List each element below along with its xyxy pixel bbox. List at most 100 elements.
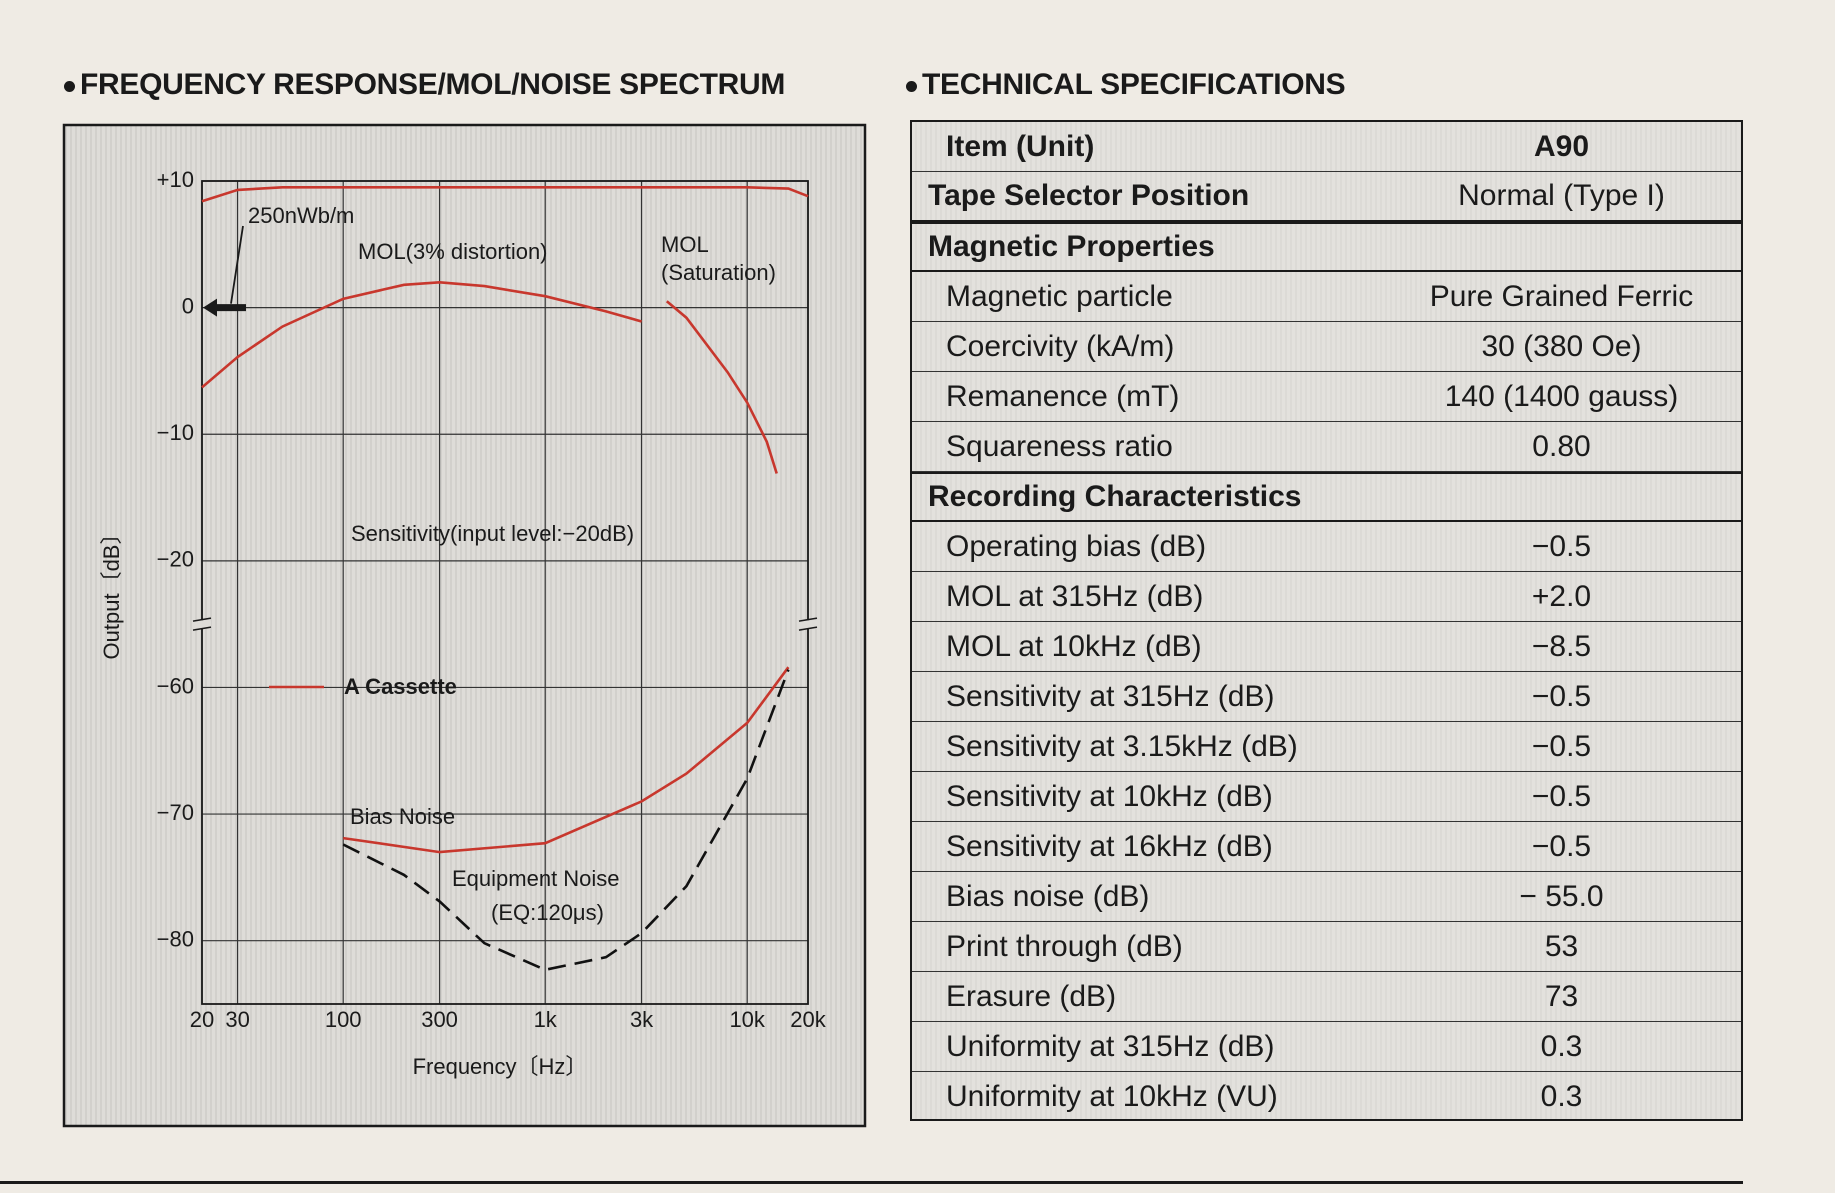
value-cell: −0.5 xyxy=(1531,529,1592,563)
y-tick-label: −80 xyxy=(157,927,194,952)
table-row: MOL at 10kHz (dB) −8.5 xyxy=(912,622,1741,672)
x-tick-label: 20k xyxy=(790,1007,826,1032)
item-cell: Remanence (mT) xyxy=(946,379,1180,413)
item-cell: MOL at 315Hz (dB) xyxy=(946,579,1204,613)
y-tick-label: −10 xyxy=(157,420,194,445)
legend-label: A Cassette xyxy=(344,674,457,699)
value-cell: −0.5 xyxy=(1531,779,1592,813)
axis-break xyxy=(192,617,212,622)
item-cell: Sensitivity at 10kHz (dB) xyxy=(946,779,1273,813)
table-row: Uniformity at 10kHz (VU) 0.3 xyxy=(912,1072,1741,1122)
item-cell: Uniformity at 315Hz (dB) xyxy=(946,1029,1275,1063)
table-header: Item (Unit) A90 xyxy=(912,122,1741,172)
series-line xyxy=(343,666,790,854)
value-cell: +2.0 xyxy=(1531,579,1592,613)
item-cell: Erasure (dB) xyxy=(946,979,1117,1013)
table-row: Operating bias (dB) −0.5 xyxy=(912,522,1741,572)
table-row: Bias noise (dB) − 55.0 xyxy=(912,872,1741,922)
section-row: Magnetic Properties xyxy=(912,222,1741,272)
table-row: Uniformity at 315Hz (dB) 0.3 xyxy=(912,1022,1741,1072)
item-cell: Bias noise (dB) xyxy=(946,879,1150,913)
series-label: (Saturation) xyxy=(661,260,776,285)
item-cell: Tape Selector Position xyxy=(928,179,1250,212)
item-cell: Sensitivity at 3.15kHz (dB) xyxy=(946,729,1298,763)
item-cell: Operating bias (dB) xyxy=(946,529,1207,563)
item-cell: Sensitivity at 16kHz (dB) xyxy=(946,829,1273,863)
item-cell: Recording Characteristics xyxy=(928,480,1302,513)
item-cell: Sensitivity at 315Hz (dB) xyxy=(946,679,1275,713)
table-row: Sensitivity at 315Hz (dB) −0.5 xyxy=(912,672,1741,722)
series-label: Equipment Noise xyxy=(452,866,620,891)
axis-break xyxy=(192,626,212,631)
rule xyxy=(0,1181,1743,1184)
table-row: Magnetic particle Pure Grained Ferric xyxy=(912,272,1741,322)
series-label: Bias Noise xyxy=(350,804,455,829)
value-cell: −0.5 xyxy=(1531,679,1592,713)
series-line xyxy=(201,280,642,389)
value-cell: − 55.0 xyxy=(1519,879,1604,913)
table-row: MOL at 315Hz (dB) +2.0 xyxy=(912,572,1741,622)
table-row: Remanence (mT) 140 (1400 gauss) xyxy=(912,372,1741,422)
reference-leader xyxy=(230,225,244,304)
item-cell: MOL at 10kHz (dB) xyxy=(946,629,1202,663)
table-row: Sensitivity at 10kHz (dB) −0.5 xyxy=(912,772,1741,822)
table-heading: TECHNICAL SPECIFICATIONS xyxy=(906,68,1346,102)
axis-break-gap xyxy=(799,620,817,629)
item-cell: Squareness ratio xyxy=(946,429,1173,463)
x-tick-label: 300 xyxy=(421,1007,458,1032)
x-tick-label: 30 xyxy=(225,1007,249,1032)
series-label: MOL xyxy=(661,232,709,257)
axis-break xyxy=(798,626,818,631)
value-cell: −8.5 xyxy=(1531,629,1592,663)
x-tick-label: 20 xyxy=(190,1007,214,1032)
x-axis-label: Frequency〔Hz〕 xyxy=(413,1054,588,1079)
x-tick-label: 10k xyxy=(729,1007,765,1032)
header-cell: A90 xyxy=(1533,129,1590,163)
value-cell: 0.3 xyxy=(1540,1029,1583,1063)
chart-heading: FREQUENCY RESPONSE/MOL/NOISE SPECTRUM xyxy=(64,68,785,102)
chart: +10 0 −10 −20 −60 −70 −80 20 30 100 300 1k 3k 10k 20k F… xyxy=(62,123,867,1128)
value-cell: 0.80 xyxy=(1532,429,1591,463)
series-line xyxy=(665,300,778,474)
reference-arrowhead xyxy=(203,298,217,317)
axis-break-gap xyxy=(193,620,211,629)
x-tick-label: 3k xyxy=(630,1007,654,1032)
header-cell: Item (Unit) xyxy=(946,129,1095,163)
series-line xyxy=(342,669,790,972)
section-row: Recording Characteristics xyxy=(912,472,1741,522)
plot-frame xyxy=(201,180,809,1005)
spec-table: Item (Unit) A90 Tape Selector Position Norm… xyxy=(910,120,1743,1121)
table-row: Tape Selector Position Normal (Type I) xyxy=(912,172,1741,222)
y-tick-label: −20 xyxy=(157,547,194,572)
value-cell: 140 (1400 gauss) xyxy=(1444,379,1679,413)
table-row: Sensitivity at 16kHz (dB) −0.5 xyxy=(912,822,1741,872)
table-row: Sensitivity at 3.15kHz (dB) −0.5 xyxy=(912,722,1741,772)
value-cell: Normal (Type I) xyxy=(1458,179,1665,212)
y-axis-label: Output〔dB〕 xyxy=(99,523,124,660)
item-cell: Uniformity at 10kHz (VU) xyxy=(946,1080,1278,1113)
series-label: (EQ:120μs) xyxy=(491,900,604,925)
table-row: Print through (dB) 53 xyxy=(912,922,1741,972)
table-row: Erasure (dB) 73 xyxy=(912,972,1741,1022)
y-tick-label: 0 xyxy=(182,293,194,318)
item-cell: Print through (dB) xyxy=(946,929,1183,963)
series-label: MOL(3% distortion) xyxy=(358,239,548,264)
item-cell: Coercivity (kA/m) xyxy=(946,329,1175,363)
series-label: Sensitivity(input level:−20dB) xyxy=(351,521,634,546)
table-row: Coercivity (kA/m) 30 (380 Oe) xyxy=(912,322,1741,372)
value-cell: −0.5 xyxy=(1531,829,1592,863)
value-cell: 30 (380 Oe) xyxy=(1481,329,1642,363)
reference-label: 250nWb/m xyxy=(248,203,354,228)
value-cell: −0.5 xyxy=(1531,729,1592,763)
y-tick-label: −70 xyxy=(157,800,194,825)
item-cell: Magnetic particle xyxy=(946,279,1173,313)
table-row: Squareness ratio 0.80 xyxy=(912,422,1741,472)
value-cell: 53 xyxy=(1544,929,1579,963)
y-tick-label: +10 xyxy=(157,167,194,192)
series-line xyxy=(201,186,809,203)
x-tick-label: 100 xyxy=(325,1007,362,1032)
y-tick-label: −60 xyxy=(157,673,194,698)
value-cell: 0.3 xyxy=(1540,1080,1583,1113)
value-cell: 73 xyxy=(1544,979,1579,1013)
